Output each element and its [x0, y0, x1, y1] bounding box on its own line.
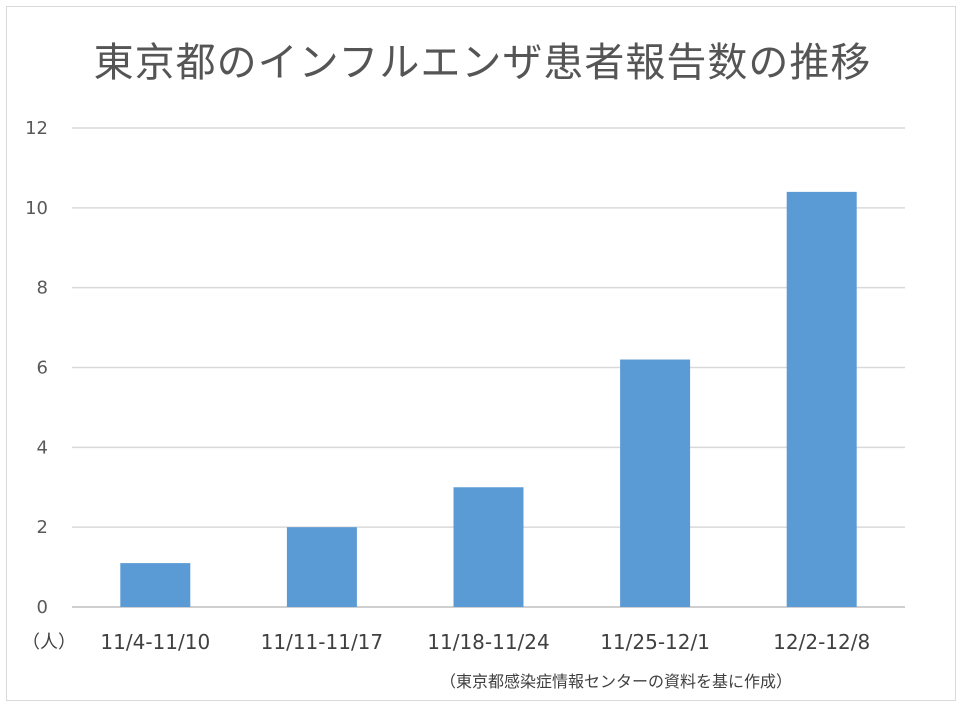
source-note: （東京都感染症情報センターの資料を基に作成）	[440, 672, 793, 691]
chart-title: 東京都のインフルエンザ患者報告数の推移	[93, 40, 872, 86]
x-tick-labels: 11/4-11/10 11/11-11/17 11/18-11/24 11/25-12…	[100, 630, 870, 654]
y-tick-labels: 0 2 4 6 8 10 12	[25, 118, 48, 618]
x-tick-label: 11/11-11/17	[261, 630, 384, 654]
bar	[620, 359, 691, 607]
x-tick-label: 12/2-12/8	[773, 630, 870, 654]
x-tick-label: 11/4-11/10	[100, 630, 210, 654]
bar	[120, 563, 191, 607]
bar	[286, 527, 357, 607]
y-tick-label: 12	[25, 118, 48, 139]
x-tick-label: 11/18-11/24	[427, 630, 550, 654]
y-tick-label: 0	[37, 597, 48, 618]
bars	[120, 191, 857, 607]
y-tick-label: 8	[37, 278, 48, 299]
y-tick-label: 6	[37, 358, 48, 379]
grid-lines	[72, 127, 905, 608]
y-tick-label: 2	[37, 517, 48, 538]
bar	[453, 487, 524, 607]
y-tick-label: 4	[37, 437, 48, 458]
y-tick-label: 10	[25, 198, 48, 219]
bar	[786, 191, 857, 607]
x-tick-label: 11/25-12/1	[600, 630, 710, 654]
unit-label: （人）	[22, 632, 76, 653]
